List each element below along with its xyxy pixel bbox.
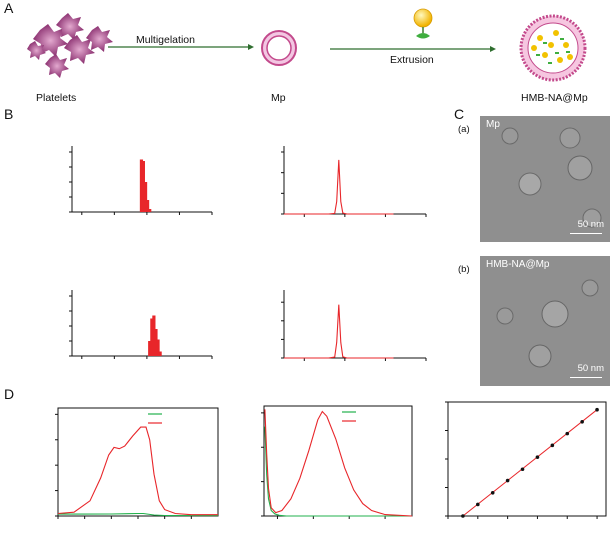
histogram-bar bbox=[154, 329, 158, 356]
tem-image-mp: Mp 50 nm bbox=[480, 116, 610, 242]
tem-a-scale-label: 50 nm bbox=[577, 219, 604, 230]
hmb-na-mp-label: HMB-NA@Mp bbox=[521, 92, 588, 104]
series-line-hclo-15um bbox=[57, 426, 218, 516]
histogram-bar bbox=[152, 315, 156, 356]
series-line-hclo-0um bbox=[264, 426, 412, 517]
tem-b-scale-label: 50 nm bbox=[577, 363, 604, 374]
panel-c-label: C bbox=[454, 106, 465, 122]
panel-a-schematic bbox=[27, 8, 587, 82]
chart-fluorescence-spectra bbox=[261, 405, 413, 519]
data-point bbox=[565, 431, 570, 436]
panel-d-label: D bbox=[4, 386, 15, 402]
chart-zeta-hmb-na-mp bbox=[281, 290, 427, 361]
chart-zeta-mp bbox=[281, 146, 427, 217]
data-point bbox=[535, 455, 540, 459]
plot-frame bbox=[57, 407, 219, 517]
histogram-bar bbox=[143, 182, 148, 212]
chart-absorbance-spectra bbox=[55, 407, 219, 519]
histogram-bar bbox=[148, 209, 152, 212]
zeta-potential-line bbox=[284, 159, 394, 215]
histogram-bar bbox=[141, 161, 145, 212]
tem-b-scale-bar bbox=[570, 377, 602, 378]
mp-label: Mp bbox=[271, 92, 286, 104]
data-point bbox=[476, 502, 480, 507]
multigelation-label: Multigelation bbox=[136, 34, 195, 46]
chart-calibration-curve bbox=[445, 401, 607, 519]
hmb-na-mp-particle-icon bbox=[519, 14, 587, 82]
series-line-hclo-15um bbox=[264, 409, 413, 517]
tem-particles-a bbox=[501, 127, 602, 228]
histogram-bar bbox=[150, 318, 154, 356]
platelets-label: Platelets bbox=[36, 92, 77, 104]
platelets-icon bbox=[27, 13, 113, 78]
data-point bbox=[580, 420, 584, 424]
chart-size-mp bbox=[69, 146, 213, 215]
plot-frame bbox=[263, 405, 413, 517]
tem-b-title: HMB-NA@Mp bbox=[486, 259, 550, 270]
fit-line bbox=[462, 409, 598, 517]
panel-a-label: A bbox=[4, 0, 14, 16]
histogram-bar bbox=[156, 339, 160, 356]
tem-b-sublabel: (b) bbox=[458, 264, 470, 275]
hmb-na-molecule-icon bbox=[413, 8, 433, 39]
chart-size-hmb-na-mp bbox=[69, 290, 213, 359]
data-point bbox=[520, 467, 525, 472]
extrusion-label: Extrusion bbox=[390, 54, 434, 66]
tem-particles-b bbox=[496, 279, 599, 368]
plot-frame bbox=[447, 401, 607, 517]
tem-image-hmb-na-mp: HMB-NA@Mp 50 nm bbox=[480, 256, 610, 386]
histogram-bar bbox=[139, 159, 144, 212]
tem-a-scale-bar bbox=[570, 233, 602, 234]
histogram-bar bbox=[145, 200, 150, 212]
data-point bbox=[550, 443, 555, 448]
data-point bbox=[490, 490, 495, 495]
tem-a-title: Mp bbox=[486, 119, 500, 130]
mp-vesicle-icon bbox=[261, 30, 297, 66]
data-point bbox=[595, 407, 599, 412]
zeta-potential-line bbox=[284, 304, 394, 359]
tem-a-sublabel: (a) bbox=[458, 124, 470, 135]
data-point bbox=[505, 478, 510, 483]
series-line-hclo-0um bbox=[58, 512, 218, 517]
panel-b-label: B bbox=[4, 106, 14, 122]
data-point bbox=[461, 514, 465, 518]
histogram-bar bbox=[158, 351, 162, 356]
histogram-bar bbox=[148, 341, 152, 356]
